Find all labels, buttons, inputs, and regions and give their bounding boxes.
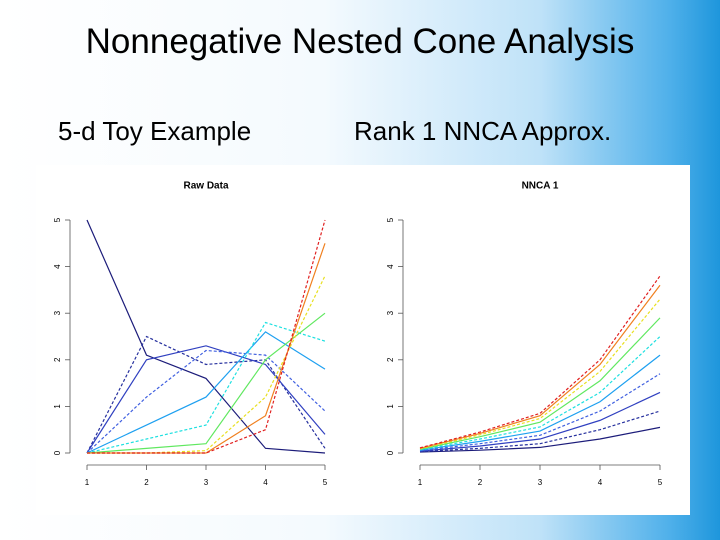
y-tick-label: 4: [386, 264, 395, 269]
x-tick-label: 2: [478, 478, 483, 487]
x-tick-label: 3: [538, 478, 543, 487]
data-line: [419, 373, 661, 452]
data-line: [419, 275, 661, 449]
x-tick-label: 1: [418, 478, 423, 487]
data-line: [419, 410, 661, 453]
y-tick-label: 5: [386, 217, 395, 222]
x-tick-label: 2: [144, 478, 149, 487]
x-tick-label: 4: [598, 478, 603, 487]
slide-title: Nonnegative Nested Cone Analysis: [85, 22, 635, 61]
data-line: [87, 219, 326, 454]
x-tick-label: 1: [85, 478, 90, 487]
data-line: [86, 312, 326, 454]
data-line: [419, 391, 661, 452]
data-line: [86, 349, 326, 454]
data-line: [419, 354, 661, 451]
y-tick-label: 0: [53, 450, 62, 455]
data-line: [419, 284, 661, 449]
y-tick-label: 1: [53, 404, 62, 409]
y-tick-label: 4: [53, 264, 62, 269]
y-tick-label: 5: [53, 217, 62, 222]
data-line: [419, 426, 661, 453]
data-line: [86, 321, 326, 454]
y-tick-label: 0: [386, 450, 395, 455]
x-tick-label: 4: [263, 478, 268, 487]
chart-title: NNCA 1: [522, 181, 559, 192]
x-tick-label: 5: [658, 478, 663, 487]
subtitle: 5-d Toy Example: [58, 116, 252, 146]
y-tick-label: 1: [386, 404, 395, 409]
subtitle: Rank 1 NNCA Approx.: [354, 116, 612, 146]
y-tick-label: 3: [386, 310, 395, 315]
x-tick-label: 3: [204, 478, 209, 487]
y-tick-label: 3: [53, 310, 62, 315]
y-tick-label: 2: [53, 357, 62, 362]
y-tick-label: 2: [386, 357, 395, 362]
chart-title: Raw Data: [183, 181, 228, 192]
data-line: [86, 335, 326, 454]
data-line: [419, 298, 661, 450]
data-line: [419, 317, 661, 450]
data-line: [419, 336, 661, 451]
data-line: [86, 219, 326, 454]
x-tick-label: 5: [323, 478, 328, 487]
data-line: [86, 345, 326, 454]
plot-image: [36, 165, 690, 515]
